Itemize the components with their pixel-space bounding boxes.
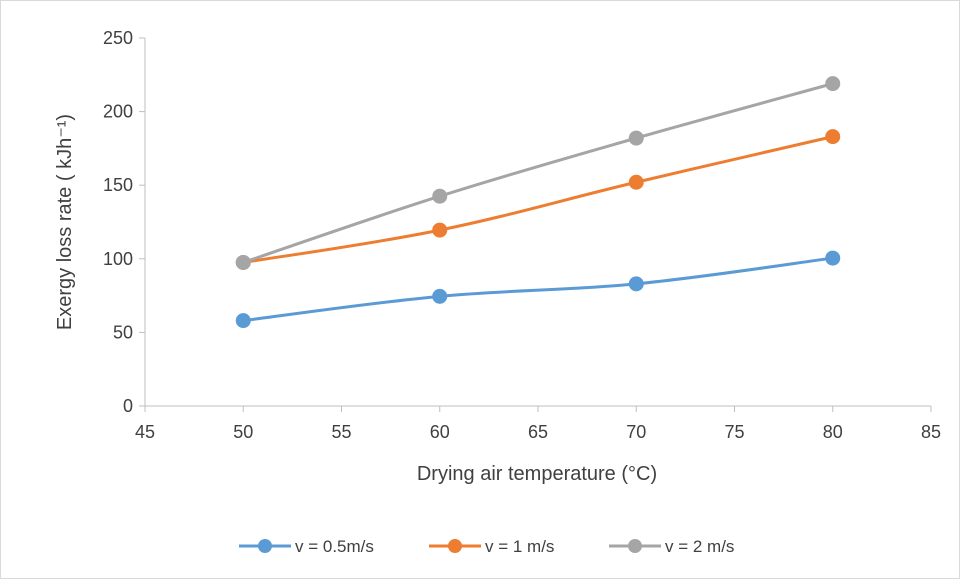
legend-marker <box>258 539 272 553</box>
y-tick-label: 200 <box>103 102 133 122</box>
legend-label: v = 0.5m/s <box>295 537 374 556</box>
data-point <box>432 288 448 304</box>
x-tick-label: 70 <box>626 422 646 442</box>
series-2 <box>235 129 841 270</box>
data-point <box>825 76 841 92</box>
data-point <box>628 174 644 190</box>
x-tick-label: 55 <box>331 422 351 442</box>
x-tick-label: 85 <box>921 422 941 442</box>
legend-label: v = 2 m/s <box>665 537 734 556</box>
x-tick-label: 65 <box>528 422 548 442</box>
legend-entry-3: v = 2 m/s <box>609 537 734 556</box>
x-tick-label: 80 <box>823 422 843 442</box>
y-tick-label: 0 <box>123 396 133 416</box>
data-point <box>825 129 841 145</box>
y-tick-label: 100 <box>103 249 133 269</box>
legend-marker <box>448 539 462 553</box>
legend-marker <box>628 539 642 553</box>
data-point <box>432 222 448 238</box>
series-line <box>241 256 835 323</box>
series-line <box>241 135 835 264</box>
data-point <box>432 188 448 204</box>
series-1 <box>235 250 841 329</box>
x-tick-label: 75 <box>724 422 744 442</box>
data-point <box>628 276 644 292</box>
x-tick-label: 45 <box>135 422 155 442</box>
data-point <box>628 130 644 146</box>
axes: 0 50 100 150 200 250 45 50 55 60 65 70 75 80 85 <box>103 28 941 442</box>
x-tick-label: 50 <box>233 422 253 442</box>
series-line <box>241 82 835 264</box>
series-3 <box>235 76 841 270</box>
y-axis-title: Exergy loss rate ( kJh⁻¹) <box>54 114 76 330</box>
legend-entry-1: v = 0.5m/s <box>239 537 374 556</box>
legend-label: v = 1 m/s <box>485 537 554 556</box>
legend-entry-2: v = 1 m/s <box>429 537 554 556</box>
data-point <box>825 250 841 266</box>
y-tick-label: 150 <box>103 175 133 195</box>
data-point <box>235 254 251 270</box>
x-tick-label: 60 <box>430 422 450 442</box>
y-tick-label: 50 <box>113 322 133 342</box>
x-axis-title: Drying air temperature (°C) <box>417 463 657 485</box>
legend: v = 0.5m/s v = 1 m/s v = 2 m/s <box>239 537 734 556</box>
data-point <box>235 313 251 329</box>
y-tick-label: 250 <box>103 28 133 48</box>
series-layer <box>235 76 841 329</box>
